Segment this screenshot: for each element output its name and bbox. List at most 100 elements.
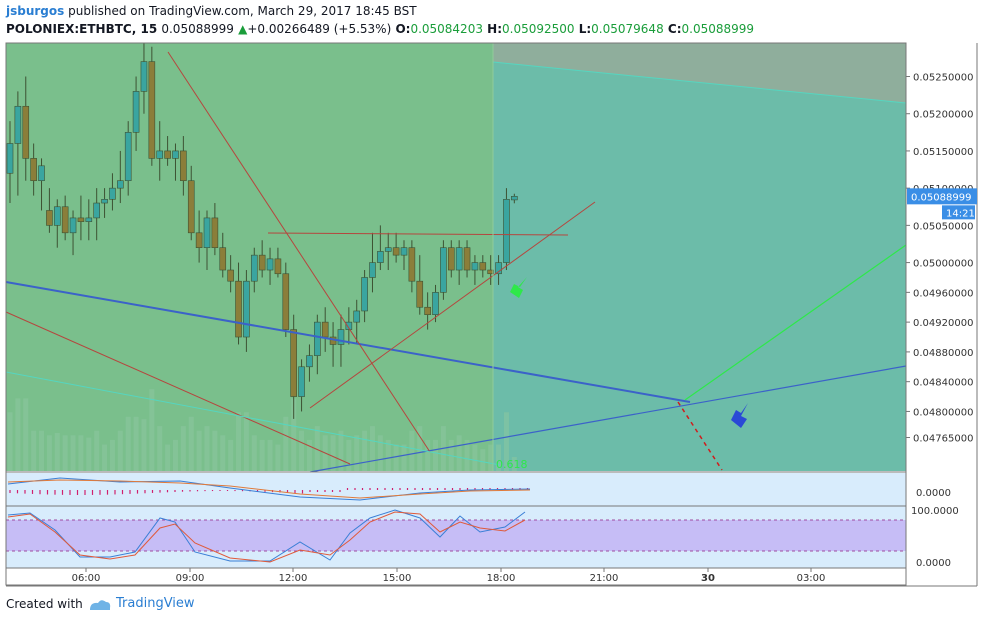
- volume-bar: [346, 439, 352, 471]
- candle: [274, 258, 282, 275]
- volume-bar: [7, 412, 13, 471]
- volume-bar: [204, 426, 210, 471]
- macd-tick-label: 0.0000: [916, 488, 951, 499]
- volume-bar: [94, 430, 100, 471]
- low-value: 0.05079648: [591, 22, 664, 36]
- volume-bar: [70, 435, 76, 471]
- candle: [187, 180, 195, 234]
- volume-bar: [354, 435, 360, 471]
- volume-bar: [220, 435, 226, 471]
- y-tick-label: 0.05250000: [913, 72, 973, 83]
- candle: [250, 254, 258, 282]
- candle: [266, 258, 274, 271]
- volume-bar: [23, 398, 29, 471]
- candle: [384, 247, 392, 252]
- tradingview-logo-icon: [90, 600, 111, 610]
- upper-channel-zone: [493, 43, 906, 103]
- volume-bar: [464, 439, 470, 471]
- volume-bar: [31, 430, 37, 471]
- candle: [109, 187, 116, 200]
- y-tick-label: 0.04840000: [913, 378, 973, 389]
- channel-line: [5, 371, 501, 466]
- y-tick-label: 0.04880000: [913, 348, 973, 359]
- publish-line: jsburgos published on TradingView.com, M…: [6, 4, 417, 18]
- candle: [132, 91, 140, 133]
- candle: [503, 199, 510, 263]
- candle: [361, 277, 368, 312]
- volume-bar: [385, 439, 391, 471]
- y-tick-label: 0.04920000: [913, 318, 973, 329]
- candle: [195, 232, 203, 248]
- volume-bar: [488, 444, 494, 471]
- high-key: H:: [487, 22, 502, 36]
- close-value: 0.05088999: [681, 22, 755, 36]
- volume-bar: [409, 430, 415, 471]
- candle: [77, 217, 85, 222]
- volume-bar: [196, 430, 202, 471]
- volume-bar: [472, 444, 478, 471]
- volume-bar: [109, 439, 115, 471]
- y-tick-label: 0.05000000: [913, 259, 973, 270]
- volume-bar: [425, 439, 431, 471]
- volume-bar: [369, 426, 375, 471]
- tradingview-brand-link[interactable]: TradingView: [116, 596, 195, 611]
- candle: [227, 269, 234, 282]
- y-tick-label: 0.04800000: [913, 407, 973, 418]
- candle: [455, 247, 463, 271]
- volume-bar: [188, 416, 194, 471]
- candle: [61, 206, 69, 234]
- volume-bar: [259, 439, 265, 471]
- price-tag: [907, 188, 977, 205]
- volume-bar: [480, 449, 486, 471]
- candle: [30, 158, 37, 182]
- triangle-support: [309, 201, 596, 409]
- descending-trendline: [5, 281, 691, 403]
- last-price: 0.05088999: [161, 22, 234, 36]
- y-tick-label: 0.04960000: [913, 288, 973, 299]
- candle: [298, 366, 305, 397]
- candle: [38, 165, 45, 182]
- x-tick-label: 18:00: [487, 573, 516, 584]
- x-tick-label: 12:00: [279, 573, 308, 584]
- candle: [172, 150, 179, 159]
- volume-bar: [141, 419, 147, 471]
- candle: [337, 329, 345, 345]
- countdown-tag: [942, 205, 975, 220]
- volume-bar: [291, 398, 297, 471]
- volume-bar: [362, 430, 368, 471]
- volume-bar: [15, 398, 21, 471]
- candle: [487, 269, 494, 275]
- stoch-d-line: [7, 511, 526, 563]
- volume-bar: [401, 444, 407, 471]
- volume-bar: [377, 435, 383, 471]
- candle: [85, 217, 93, 222]
- volume-bar: [314, 426, 320, 471]
- candle: [392, 247, 400, 256]
- volume-bar: [102, 444, 108, 471]
- ascending-trendline: [309, 365, 907, 473]
- volume-bar: [133, 416, 139, 471]
- candle: [408, 247, 416, 282]
- candle: [479, 262, 487, 271]
- volume-bar: [46, 435, 52, 471]
- volume-bar: [62, 435, 68, 471]
- candle: [46, 210, 53, 226]
- bearish-projection: [677, 401, 723, 471]
- open-key: O:: [395, 22, 411, 36]
- close-key: C:: [667, 22, 682, 36]
- y-tick-label: 0.05200000: [913, 110, 973, 121]
- volume-bar: [393, 444, 399, 471]
- volume-bar: [243, 412, 249, 471]
- symbol-label: POLONIEX:ETHBTC, 15: [6, 22, 158, 36]
- resistance-line-upper: [167, 51, 431, 453]
- volume-bar: [125, 416, 131, 471]
- author-name[interactable]: jsburgos: [6, 4, 65, 18]
- candle: [22, 105, 30, 159]
- candle: [164, 150, 171, 159]
- candle: [6, 143, 14, 174]
- upper-channel-line: [492, 61, 907, 104]
- x-tick-label: 06:00: [72, 573, 101, 584]
- candle: [447, 247, 455, 271]
- candle: [219, 247, 227, 271]
